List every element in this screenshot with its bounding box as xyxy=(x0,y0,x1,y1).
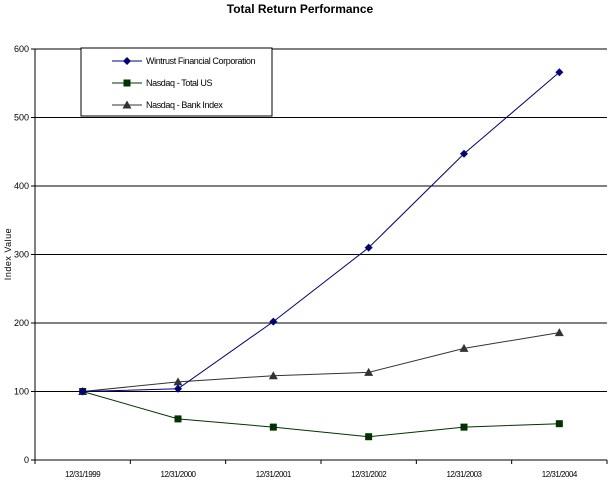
series-triangle xyxy=(78,328,564,395)
data-point xyxy=(78,387,87,396)
series-line xyxy=(82,332,560,392)
series-square xyxy=(79,388,563,441)
legend-label: Nasdaq - Bank Index xyxy=(146,100,223,110)
y-tick-label: 600 xyxy=(14,44,29,54)
data-point xyxy=(555,420,563,428)
legend-label: Wintrust Financial Corporation xyxy=(146,56,255,66)
series-line xyxy=(82,391,560,438)
y-tick-label: 300 xyxy=(14,250,29,260)
legend-marker xyxy=(123,79,131,87)
x-tick-label: 12/31/2001 xyxy=(256,470,292,479)
x-tick-label: 12/31/2002 xyxy=(351,470,387,479)
data-point xyxy=(174,415,182,423)
data-point xyxy=(460,423,468,431)
data-point xyxy=(269,423,277,431)
legend-marker xyxy=(123,57,131,65)
data-point xyxy=(459,343,469,352)
data-point xyxy=(173,377,183,386)
data-point xyxy=(174,384,182,393)
legend: Wintrust Financial Corporation Nasdaq - T… xyxy=(80,47,273,117)
plot-area: 0 100 200 300 400 500 600 12/31/1999 12/31/2000 1… xyxy=(14,44,608,479)
y-axis-label: Index Value xyxy=(3,228,13,280)
data-point xyxy=(460,149,468,158)
data-point xyxy=(364,243,373,252)
data-point xyxy=(554,328,564,337)
x-tick-label: 12/31/1999 xyxy=(65,470,101,479)
x-tick-label: 12/31/2004 xyxy=(542,470,578,479)
y-tick-label: 400 xyxy=(14,181,29,191)
legend-label: Nasdaq - Total US xyxy=(146,78,212,88)
series-diamond xyxy=(78,68,564,396)
x-tick-label: 12/31/2000 xyxy=(160,470,196,479)
data-point xyxy=(555,68,564,77)
data-point xyxy=(365,433,373,441)
y-tick-label: 0 xyxy=(24,455,29,465)
data-point xyxy=(268,371,278,380)
chart-title: Total Return Performance xyxy=(227,2,374,16)
legend-marker xyxy=(122,100,132,109)
y-tick-label: 500 xyxy=(14,113,29,123)
series-line xyxy=(82,71,560,392)
y-tick-label: 200 xyxy=(14,318,29,328)
series-marks xyxy=(78,68,564,441)
data-point xyxy=(364,367,374,376)
x-tick-label: 12/31/2003 xyxy=(446,470,482,479)
data-point xyxy=(269,317,278,326)
y-tick-label: 100 xyxy=(14,387,29,397)
